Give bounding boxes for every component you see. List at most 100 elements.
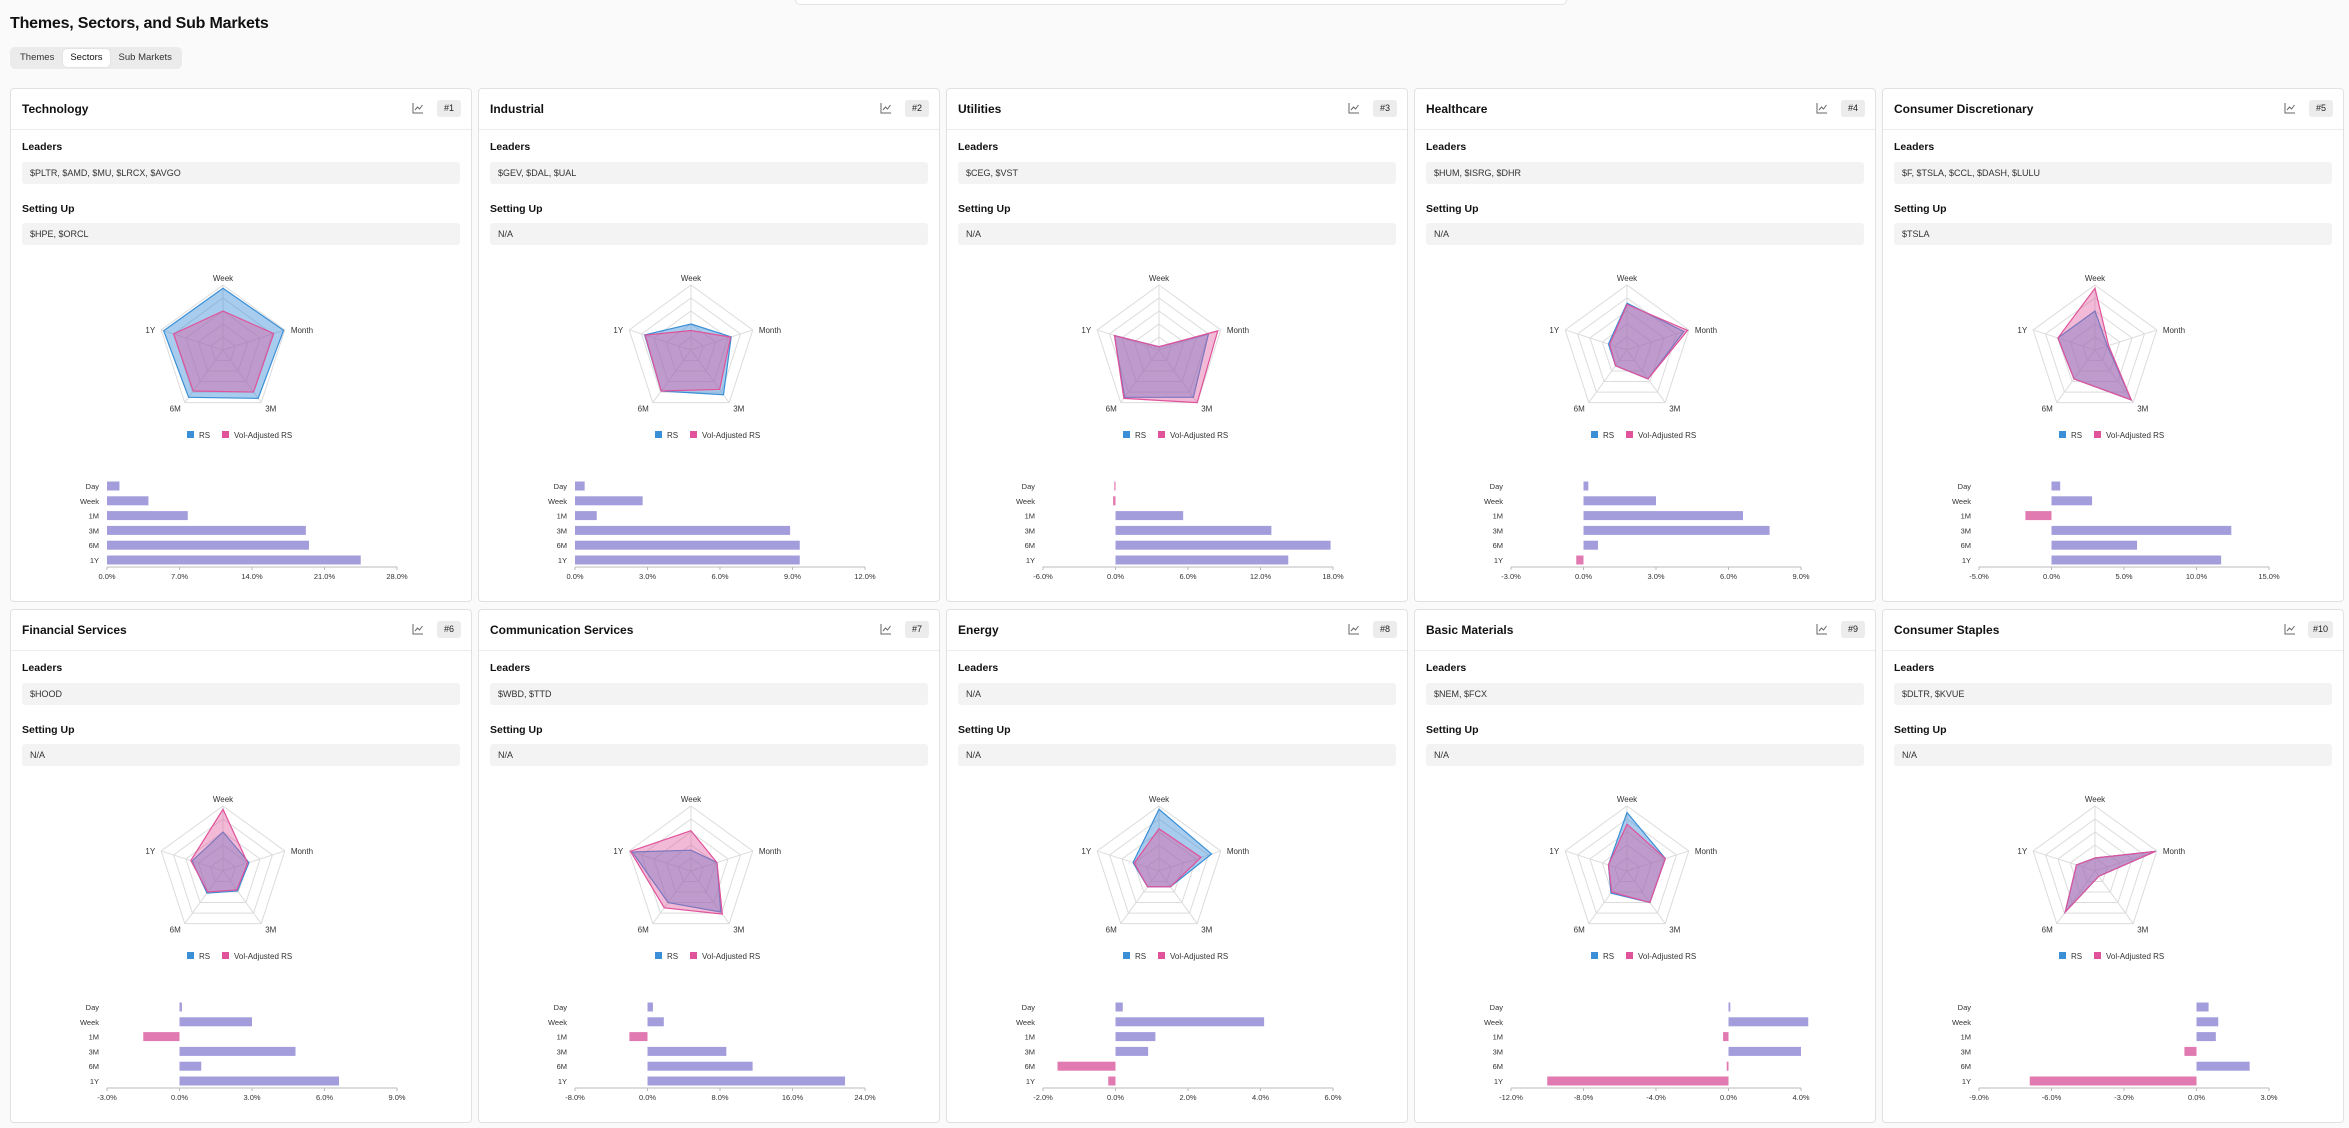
setting-up-value: N/A [1426,744,1864,766]
bar-category-label: 6M [1493,1062,1503,1071]
legend-label-vol-adjusted: Vol-Adjusted RS [702,431,760,440]
radar-axis-label: Month [1695,326,1717,335]
tab-themes[interactable]: Themes [20,52,55,63]
rank-badge: #7 [905,621,929,638]
legend-label-rs: RS [2071,431,2082,440]
bar-category-label: Day [554,1003,568,1012]
line-chart-icon[interactable] [411,622,425,636]
bar-chart: Day Week 1M 3M 6M 1Y -6.0% 0.0% 6.0% 12.0% 18.0% [1016,481,1344,581]
radar-spoke [1097,329,1160,351]
line-chart-icon[interactable] [2283,101,2297,115]
bar-chart: Day Week 1M 3M 6M 1Y -8.0% 0.0% 8.0% 16.0% 24.0% [548,1002,876,1102]
radar-spoke [1626,349,1666,403]
setting-up-label: Setting Up [22,203,75,215]
bar [647,1046,727,1056]
bar-category-label: Day [1490,482,1504,491]
bar [1115,525,1272,535]
sector-card: Communication Services #7 Leaders $WBD, $TT… [478,609,940,1123]
line-chart-icon[interactable] [2283,622,2297,636]
bar-category-label: 1M [1493,512,1503,521]
bar [2196,1017,2219,1027]
sector-name: Industrial [490,102,545,116]
leaders-value: N/A [958,683,1396,705]
x-axis-tick-label: 0.0% [1575,572,1592,581]
x-axis-tick-label: 6.0% [1324,1093,1341,1102]
x-axis-tick-label: 0.0% [566,572,583,581]
bar [575,511,597,521]
radar-grid-ring [678,857,704,883]
radar-axis-label: 1Y [145,326,155,335]
leaders-label: Leaders [958,141,999,153]
line-chart-icon[interactable] [1815,101,1829,115]
radar-grid-ring [628,805,754,925]
setting-up-value: N/A [1894,744,2332,766]
radar-axis-label: 1Y [1081,847,1091,856]
legend-swatch-vol-adjusted [222,952,229,959]
bar-category-label: 3M [1025,1047,1035,1056]
radar-spoke [2094,850,2157,872]
bar-category-label: Week [1952,1018,1971,1027]
bar-category-label: Week [548,497,567,506]
radar-axis-label: Month [1227,847,1249,856]
radar-grid-ring [2044,297,2146,393]
line-chart-icon[interactable] [1347,101,1361,115]
rank-badge: #9 [1841,621,1865,638]
radar-chart: Week Month 3M 6M 1Y RS Vol-Adjusted RS [1081,795,1249,961]
bar-category-label: 1M [1025,1033,1035,1042]
bar [2196,1032,2216,1042]
card-header: Energy #8 [947,610,1407,651]
legend-label-vol-adjusted: Vol-Adjusted RS [1638,431,1696,440]
bar-category-label: 6M [1025,541,1035,550]
legend-label-rs: RS [1603,952,1614,961]
setting-up-label: Setting Up [1894,724,1947,736]
bar-category-label: 6M [557,541,567,550]
legend-swatch-rs [1591,431,1598,438]
leaders-value: $PLTR, $AMD, $MU, $LRCX, $AVGO [22,162,460,184]
bar [647,1017,664,1027]
bar-chart: Day Week 1M 3M 6M 1Y -5.0% 0.0% 5.0% 10.0% 15.0% [1952,481,2280,581]
radar-grid-ring [1146,857,1172,883]
radar-grid-ring [1576,297,1678,393]
radar-grid-ring [2082,857,2108,883]
radar-chart: Week Month 3M 6M 1Y RS Vol-Adjusted RS [2017,795,2185,961]
radar-axis-label: Month [1695,847,1717,856]
radar-grid-ring [1614,857,1640,883]
line-chart-icon[interactable] [879,622,893,636]
radar-grid-ring [628,284,754,404]
leaders-value: $DLTR, $KVUE [1894,683,2332,705]
radar-spoke [2056,349,2096,403]
tab-sectors[interactable]: Sectors [63,49,110,67]
line-chart-icon[interactable] [411,101,425,115]
radar-spoke [222,329,285,351]
line-chart-icon[interactable] [1347,622,1361,636]
x-axis-tick-label: -5.0% [1969,572,1989,581]
radar-grid-ring [1589,310,1665,383]
legend-label-rs: RS [1135,952,1146,961]
sector-name: Basic Materials [1426,623,1514,637]
leaders-value: $HUM, $ISRG, $DHR [1426,162,1864,184]
sector-name: Consumer Discretionary [1894,102,2034,116]
setting-up-value: N/A [958,223,1396,245]
card-header: Industrial #2 [479,89,939,130]
radar-axis-label: 6M [170,405,181,414]
x-axis-tick-label: 0.0% [2043,572,2060,581]
card-header: Consumer Discretionary #5 [1883,89,2343,130]
bar-category-label: 6M [1961,541,1971,550]
leaders-label: Leaders [1426,141,1467,153]
bar-category-label: Day [86,1003,100,1012]
tab-sub-markets[interactable]: Sub Markets [118,52,172,63]
x-axis-tick-label: -4.0% [1646,1093,1666,1102]
bar-category-label: 6M [89,1062,99,1071]
bar [1583,540,1598,550]
radar-axis-label: 1Y [613,326,623,335]
x-axis-tick-label: 0.0% [1720,1093,1737,1102]
legend-swatch-vol-adjusted [1158,431,1165,438]
bar [107,496,149,506]
x-axis-tick-label: 0.0% [1107,572,1124,581]
radar-grid-ring [185,310,261,383]
radar-spoke [2094,349,2134,403]
line-chart-icon[interactable] [879,101,893,115]
radar-spoke [1158,349,1198,403]
bar-chart: Day Week 1M 3M 6M 1Y -12.0% -8.0% -4.0% 0.0% 4.0% [1484,1002,1810,1102]
line-chart-icon[interactable] [1815,622,1829,636]
